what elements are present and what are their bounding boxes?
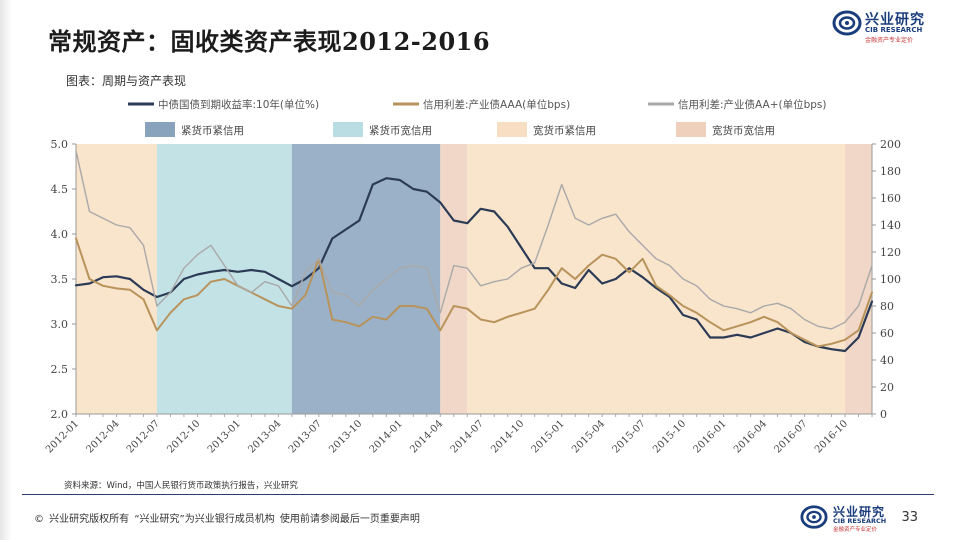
brand-logo: 兴业研究 CIB RESEARCH 金融资产专业定价 (832, 8, 932, 44)
right-tick-label: 20 (880, 381, 894, 394)
cib-swirl-icon (832, 10, 862, 36)
x-tick-label: 2016-01 (692, 418, 729, 455)
legend-box-swatch (333, 122, 363, 137)
x-tick-label: 2016-04 (732, 418, 769, 455)
series-line (74, 177, 874, 353)
right-tick-label: 80 (880, 300, 894, 313)
x-tick-label: 2014-10 (489, 418, 526, 455)
yield-spread-chart: 2.0 2.5 3.0 3.5 4.0 4.5 5.0 0 20 40 60 80 100 120 140 1… (44, 98, 901, 456)
page-title: 常规资产：固收类资产表现2012-2016 (48, 27, 491, 56)
right-tick-label: 100 (880, 273, 901, 286)
x-tick-label: 2014-01 (368, 418, 405, 455)
x-tick-label: 2016-10 (813, 418, 850, 455)
x-tick-label: 2016-07 (772, 418, 809, 455)
footer-brand-slogan: 金融资产专业定价 (833, 527, 878, 533)
footer-brand-en: CIB RESEARCH (833, 517, 887, 525)
right-tick-label: 200 (880, 138, 901, 151)
x-tick-label: 2013-04 (246, 418, 283, 455)
left-tick-label: 5.0 (51, 138, 69, 151)
x-tick-label: 2015-10 (651, 418, 688, 455)
page-edge-shadow (0, 0, 12, 540)
regime-band (467, 144, 846, 414)
legend-box-label: 紧货币宽信用 (369, 124, 432, 137)
regime-band (440, 144, 468, 414)
brand-en: CIB RESEARCH (865, 26, 923, 34)
cib-swirl-icon (800, 505, 828, 529)
page-number: 33 (901, 510, 918, 525)
right-tick-label: 0 (880, 408, 887, 421)
left-tick-label: 2.5 (51, 363, 69, 376)
footer-brand-logo: 兴业研究 CIB RESEARCH 金融资产专业定价 (800, 503, 900, 535)
regime-band (291, 144, 441, 414)
left-tick-label: 3.0 (51, 318, 69, 331)
brand-slogan: 金融资产专业定价 (865, 37, 914, 44)
left-tick-label: 2.0 (51, 408, 69, 421)
legend-line-label: 信用利差:产业债AA+(单位bps) (678, 98, 827, 111)
x-tick-label: 2014-07 (449, 418, 486, 455)
legend-box-swatch (497, 122, 527, 137)
footer-brand-name: 兴业研究 (833, 505, 886, 519)
brand-name: 兴业研究 (865, 12, 925, 28)
right-tick-label: 40 (880, 354, 894, 367)
series-line (75, 150, 873, 330)
legend-line-label: 中债国债到期收益率:10年(单位%) (158, 98, 319, 111)
x-tick-label: 2013-10 (327, 418, 364, 455)
legend-box-swatch (145, 122, 175, 137)
chart-caption: 图表：周期与资产表现 (66, 74, 187, 88)
legend-box-label: 紧货币紧信用 (181, 124, 244, 137)
legend-box-label: 宽货币宽信用 (712, 124, 775, 137)
right-tick-label: 180 (880, 165, 901, 178)
x-tick-label: 2013-07 (287, 418, 324, 455)
x-tick-label: 2013-01 (206, 418, 243, 455)
regime-band (76, 144, 157, 414)
footer-disclaimer: © 兴业研究版权所有 “兴业研究”为兴业银行成员机构 使用前请参阅最后一页重要声… (34, 514, 420, 525)
x-tick-label: 2012-01 (44, 418, 81, 455)
right-tick-label: 60 (880, 327, 894, 340)
x-tick-label: 2012-10 (165, 418, 202, 455)
x-tick-label: 2014-04 (408, 418, 445, 455)
left-tick-label: 4.0 (51, 228, 69, 241)
legend-box-label: 宽货币紧信用 (533, 124, 596, 137)
x-tick-label: 2012-04 (84, 418, 121, 455)
footer-divider (22, 494, 934, 495)
x-tick-label: 2015-01 (530, 418, 567, 455)
right-tick-label: 140 (880, 219, 901, 232)
left-tick-label: 3.5 (51, 273, 69, 286)
legend-box-swatch (676, 122, 706, 137)
x-tick-label: 2012-07 (125, 418, 162, 455)
legend-line-label: 信用利差:产业债AAA(单位bps) (423, 98, 570, 111)
x-tick-label: 2015-07 (611, 418, 648, 455)
x-tick-label: 2015-04 (570, 418, 607, 455)
right-tick-label: 120 (880, 246, 901, 259)
series-line (75, 237, 873, 348)
left-tick-label: 4.5 (51, 183, 69, 196)
source-note: 资料来源：Wind，中国人民银行货币政策执行报告，兴业研究 (64, 481, 298, 491)
right-tick-label: 160 (880, 192, 901, 205)
